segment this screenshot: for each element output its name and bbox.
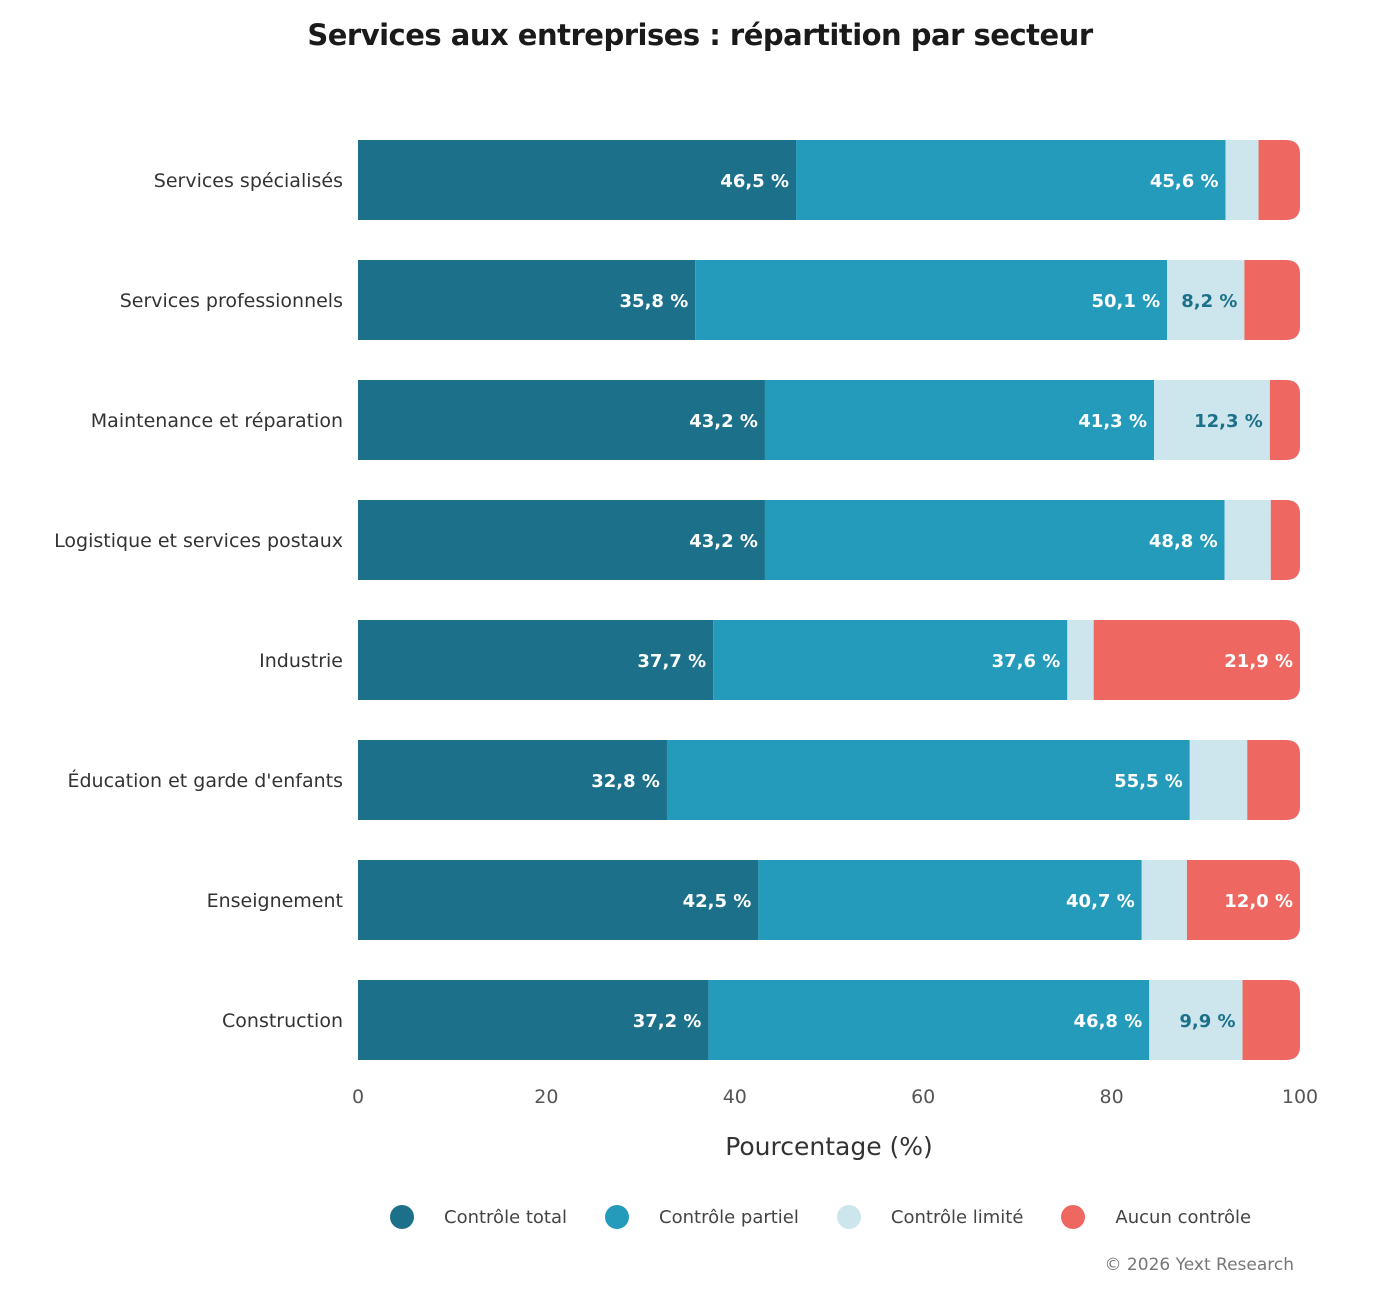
legend-swatch-icon	[1061, 1205, 1086, 1229]
bar-segment	[358, 620, 714, 700]
data-label: 50,1 %	[1091, 291, 1160, 312]
x-tick-label: 20	[534, 1086, 558, 1108]
chart-title: Services aux entreprises : répartition p…	[307, 18, 1093, 52]
bar-segment	[764, 380, 1154, 460]
bar-segment	[358, 260, 696, 340]
legend-label: Contrôle partiel	[659, 1206, 799, 1228]
category-label: Services professionnels	[120, 290, 343, 312]
legend-item[interactable]: Aucun contrôle	[1061, 1205, 1251, 1229]
bar-segment	[358, 740, 667, 820]
legend-item[interactable]: Contrôle limité	[836, 1205, 1024, 1229]
bar-segment	[1258, 140, 1300, 220]
bar-segment	[1244, 260, 1300, 340]
data-label: 40,7 %	[1066, 891, 1135, 912]
bar-segment	[358, 500, 765, 580]
category-label: Éducation et garde d'enfants	[67, 769, 343, 792]
legend-swatch-icon	[836, 1205, 861, 1229]
x-tick-label: 60	[911, 1086, 935, 1108]
bar-segment	[1270, 500, 1300, 580]
data-label: 43,2 %	[689, 411, 758, 432]
legend-label: Aucun contrôle	[1115, 1206, 1252, 1228]
data-label: 37,2 %	[633, 1011, 702, 1032]
bar-segment	[1242, 980, 1300, 1060]
category-label: Industrie	[259, 650, 343, 672]
category-label: Construction	[222, 1010, 343, 1032]
data-label: 43,2 %	[689, 531, 758, 552]
legend-label: Contrôle limité	[890, 1206, 1024, 1228]
bar-segment	[1186, 860, 1300, 940]
data-label: 8,2 %	[1181, 291, 1237, 312]
legend-item[interactable]: Contrôle partiel	[605, 1205, 799, 1229]
bar-segment	[1225, 140, 1259, 220]
bar-segment	[708, 980, 1150, 1060]
data-label: 46,8 %	[1074, 1011, 1143, 1032]
data-label: 55,5 %	[1114, 771, 1183, 792]
legend: Contrôle total Contrôle partiel Contrôle l…	[390, 1205, 1289, 1229]
bar-segment	[695, 260, 1168, 340]
credit: © 2026 Yext Research	[1104, 1255, 1294, 1275]
category-label: Logistique et services postaux	[54, 530, 343, 552]
bar-segment	[358, 980, 709, 1060]
bar-segment	[764, 500, 1225, 580]
x-tick-label: 100	[1282, 1086, 1318, 1108]
data-label: 32,8 %	[591, 771, 660, 792]
data-label: 42,5 %	[683, 891, 752, 912]
legend-swatch-icon	[390, 1205, 414, 1229]
bar-segment	[666, 740, 1190, 820]
bar-segment	[1247, 740, 1300, 820]
bar-segment	[1093, 620, 1300, 700]
bar-segment	[1269, 380, 1300, 460]
x-tick-label: 0	[352, 1086, 364, 1108]
bar-segment	[713, 620, 1068, 700]
category-label: Services spécialisés	[154, 170, 343, 192]
data-label: 37,7 %	[637, 651, 706, 672]
data-label: 12,0 %	[1224, 891, 1293, 912]
bar-segment	[758, 860, 1142, 940]
bar-segment	[1167, 260, 1245, 340]
data-label: 21,9 %	[1224, 651, 1293, 672]
bar-segment	[1141, 860, 1187, 940]
data-label: 48,8 %	[1149, 531, 1218, 552]
category-label: Enseignement	[207, 890, 343, 912]
bar-segment	[796, 140, 1226, 220]
data-label: 35,8 %	[620, 291, 689, 312]
bar-segment	[1149, 980, 1243, 1060]
bar-segment	[1067, 620, 1094, 700]
data-label: 9,9 %	[1179, 1011, 1235, 1032]
x-tick-label: 80	[1100, 1086, 1124, 1108]
bar-segment	[358, 380, 765, 460]
stacked-bar-chart: Services spécialisés 46,5 % 45,6 % Services…	[54, 140, 1318, 1161]
category-label: Maintenance et réparation	[91, 410, 343, 432]
bar-segment	[358, 140, 797, 220]
data-label: 45,6 %	[1150, 171, 1219, 192]
data-label: 41,3 %	[1078, 411, 1147, 432]
x-axis-label: Pourcentage (%)	[725, 1132, 933, 1161]
bar-segment	[358, 860, 759, 940]
bar-segment	[1189, 740, 1248, 820]
data-label: 12,3 %	[1194, 411, 1263, 432]
data-label: 46,5 %	[720, 171, 789, 192]
bar-segment	[1224, 500, 1271, 580]
legend-label: Contrôle total	[444, 1206, 568, 1228]
legend-item[interactable]: Contrôle total	[390, 1205, 567, 1229]
x-tick-label: 40	[723, 1086, 747, 1108]
legend-swatch-icon	[605, 1205, 630, 1229]
data-label: 37,6 %	[992, 651, 1061, 672]
bar-segment	[1153, 380, 1270, 460]
